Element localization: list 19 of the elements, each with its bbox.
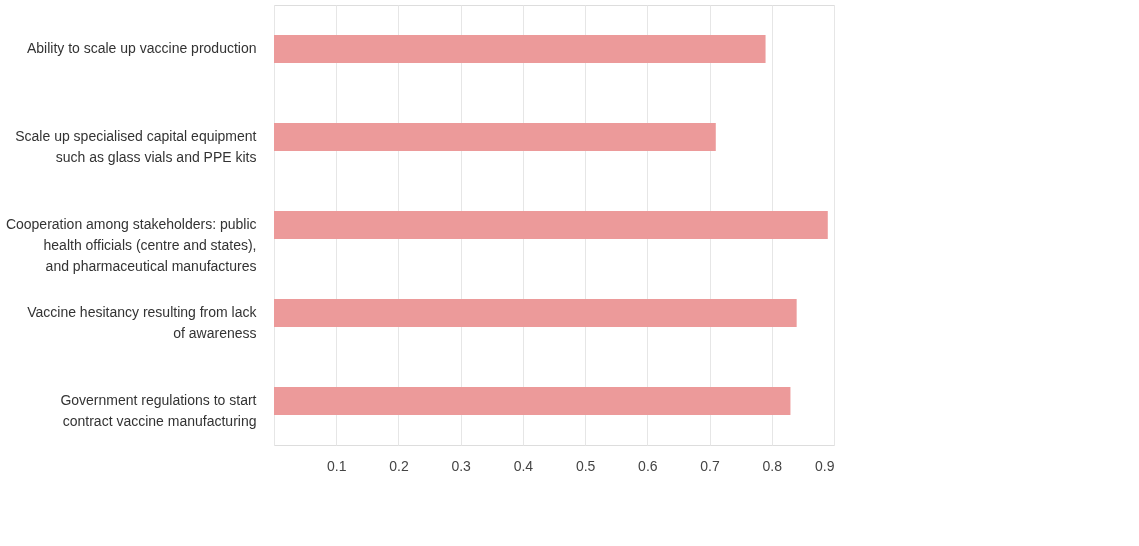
x-tick-label: 0.4 xyxy=(513,457,534,474)
y-tick-label: Scale up specialised capital equipment such as glass vials and PPE kits xyxy=(15,128,257,165)
x-tick-label: 0.9 xyxy=(815,457,835,474)
x-tick-label: 0.1 xyxy=(326,457,347,474)
x-tick-label: 0.8 xyxy=(762,457,783,474)
x-tick-label: 0.6 xyxy=(638,457,658,474)
bar xyxy=(274,387,791,415)
x-tick-label: 0.3 xyxy=(451,457,472,474)
y-tick-label: Ability to scale up vaccine production xyxy=(26,40,257,56)
x-tick-label: 0.7 xyxy=(700,457,720,474)
y-tick-label: Government regulations to start contract vaccine manufacturing xyxy=(60,392,257,429)
x-tick-label: 0.2 xyxy=(389,457,409,474)
bar xyxy=(274,211,828,239)
y-tick-label: Vaccine hesitancy resulting from lack of awareness xyxy=(27,304,258,341)
bar xyxy=(274,35,766,63)
x-tick-label: 0.5 xyxy=(575,457,596,474)
bar xyxy=(274,299,797,327)
bar xyxy=(274,123,716,151)
y-tick-label: Cooperation among stakeholders: public health officials (centre and states), and pharmaceutical manufactures xyxy=(5,216,257,274)
